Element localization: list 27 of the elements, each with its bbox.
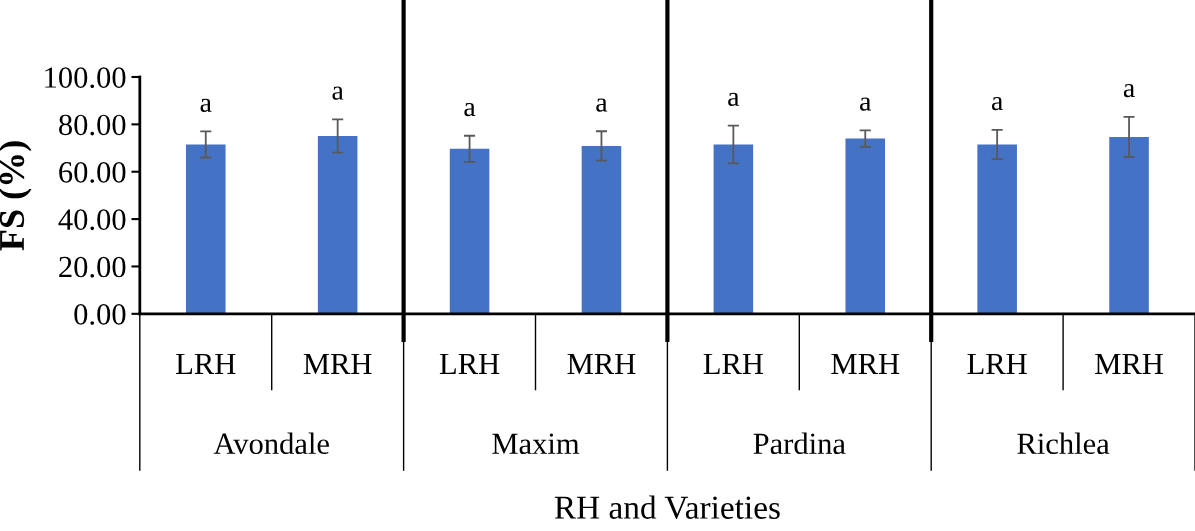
y-tick-label: 40.00: [58, 209, 126, 231]
data-label: a: [1123, 83, 1135, 98]
x-tick-label: MRH: [303, 353, 372, 374]
data-label: a: [332, 86, 344, 100]
x-axis-title: RH and Varieties: [554, 495, 780, 520]
y-tick-label: 0.00: [74, 304, 126, 325]
x-tick-label: LRH: [176, 353, 236, 374]
y-tick-label: 80.00: [59, 114, 126, 136]
x-tick-label: MRH: [567, 353, 636, 374]
data-label: a: [200, 98, 212, 112]
x-tick-label: MRH: [831, 353, 900, 374]
y-tick-label: 60.00: [59, 162, 126, 183]
text: Pardina: [753, 432, 846, 455]
x-tick-label: LRH: [703, 353, 764, 374]
x-tick-label: LRH: [967, 353, 1027, 374]
text: Avondale: [213, 432, 329, 455]
data-label: a: [728, 92, 740, 107]
data-label: a: [464, 102, 476, 117]
x-tick-label: LRH: [439, 353, 500, 374]
y-tick-label: 100.00: [45, 67, 126, 89]
data-label: a: [860, 97, 872, 111]
text: Richlea: [1017, 432, 1110, 455]
x-tick-label: MRH: [1095, 353, 1163, 374]
text: Maxim: [492, 433, 580, 455]
data-label: a: [596, 98, 608, 112]
y-tick-label: 20.00: [59, 256, 126, 278]
data-label: a: [991, 96, 1003, 111]
